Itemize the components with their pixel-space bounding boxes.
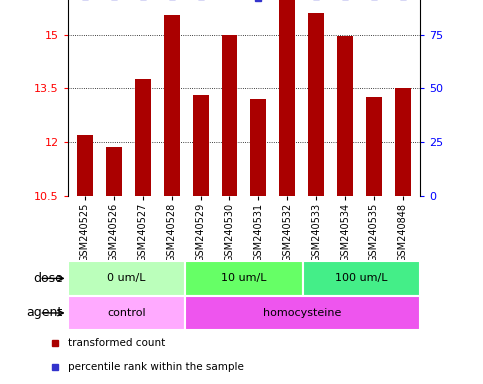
Text: 100 um/L: 100 um/L: [335, 273, 388, 283]
Text: 0 um/L: 0 um/L: [107, 273, 146, 283]
Text: transformed count: transformed count: [68, 338, 165, 348]
Bar: [164, 15, 180, 196]
Bar: [279, 0, 295, 196]
Bar: [308, 13, 324, 196]
Bar: [366, 97, 382, 196]
Text: dose: dose: [33, 272, 63, 285]
Text: agent: agent: [27, 306, 63, 319]
Bar: [337, 36, 353, 196]
Bar: [395, 88, 411, 196]
Bar: [185, 261, 303, 296]
Bar: [222, 35, 238, 196]
Bar: [193, 96, 209, 196]
Bar: [77, 135, 93, 196]
Bar: [303, 261, 420, 296]
Bar: [185, 296, 420, 330]
Bar: [68, 261, 185, 296]
Bar: [106, 147, 122, 196]
Text: control: control: [107, 308, 146, 318]
Bar: [250, 99, 266, 196]
Bar: [135, 79, 151, 196]
Text: homocysteine: homocysteine: [264, 308, 342, 318]
Bar: [68, 296, 185, 330]
Text: 10 um/L: 10 um/L: [221, 273, 267, 283]
Text: percentile rank within the sample: percentile rank within the sample: [68, 362, 244, 372]
